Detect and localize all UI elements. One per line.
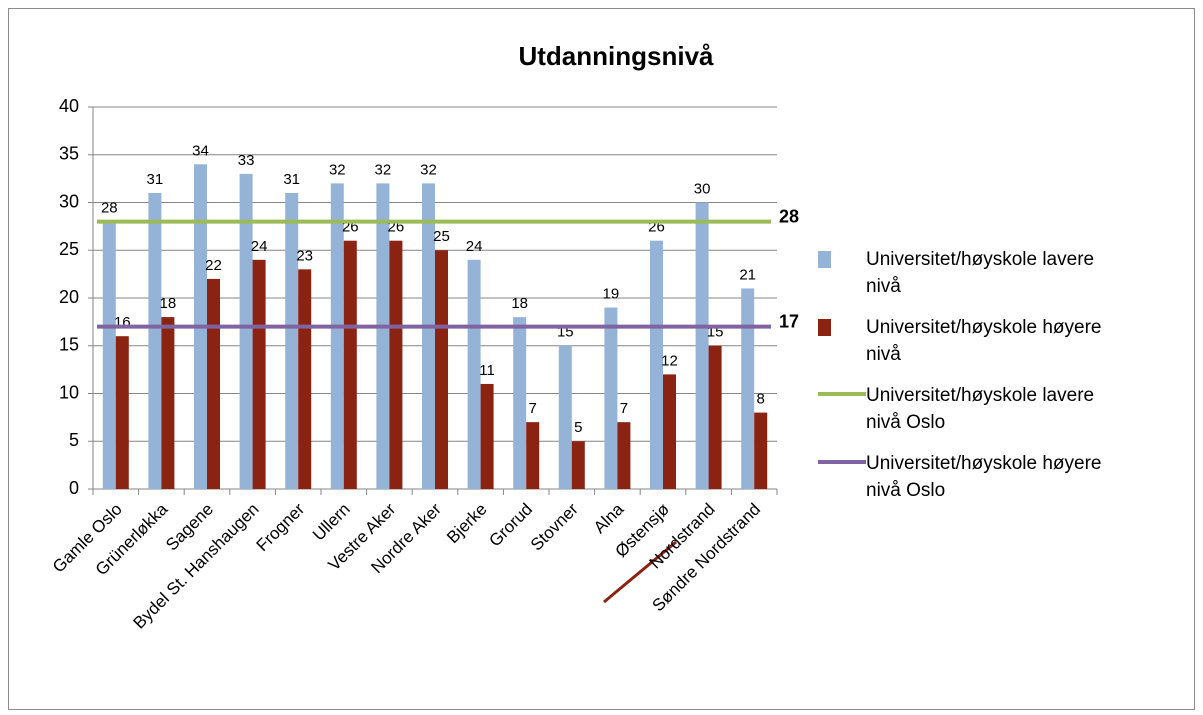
bar xyxy=(330,183,344,489)
y-tick-label: 20 xyxy=(59,287,79,307)
reference-label: 28 xyxy=(779,206,799,226)
bar xyxy=(252,259,266,489)
legend-label: Universitet/høyskole lavere nivå xyxy=(866,249,1095,297)
data-label: 31 xyxy=(147,171,164,188)
data-label: 7 xyxy=(620,400,628,417)
y-tick-label: 10 xyxy=(59,382,79,402)
legend-key xyxy=(812,246,866,270)
bar xyxy=(298,269,312,489)
bar xyxy=(754,412,768,489)
legend-label: Universitet/høyskole høyere nivå xyxy=(866,317,1102,365)
data-label: 22 xyxy=(205,257,222,274)
legend-label: Universitet/høyskole lavere nivå Oslo xyxy=(866,385,1095,433)
data-label: 12 xyxy=(661,352,678,369)
data-label: 33 xyxy=(238,152,255,169)
bar xyxy=(161,317,175,489)
bar xyxy=(115,336,129,489)
bar xyxy=(695,202,709,489)
data-label: 24 xyxy=(466,238,483,255)
strike-annotation xyxy=(603,540,677,604)
bar xyxy=(708,345,722,489)
data-label: 18 xyxy=(160,295,177,312)
bar xyxy=(148,192,162,489)
bar xyxy=(526,422,540,489)
bar xyxy=(571,441,585,489)
bar xyxy=(285,192,299,489)
bar xyxy=(663,374,676,489)
bar xyxy=(741,288,755,489)
bar xyxy=(239,173,253,489)
data-label: 32 xyxy=(420,161,437,178)
y-tick-label: 30 xyxy=(59,191,79,211)
bar xyxy=(207,278,220,489)
data-label: 24 xyxy=(251,238,268,255)
data-label: 34 xyxy=(192,142,209,159)
bar xyxy=(604,307,618,489)
bar xyxy=(480,383,494,489)
legend-item: Universitet/høyskole høyere nivå xyxy=(812,314,1152,368)
bar xyxy=(617,422,631,489)
bar xyxy=(513,317,527,489)
data-label: 5 xyxy=(574,419,582,436)
bar xyxy=(467,259,481,489)
chart-title: Utdanningsnivå xyxy=(518,41,714,71)
y-tick-label: 25 xyxy=(59,239,79,259)
bar xyxy=(435,250,448,489)
legend-key xyxy=(812,382,866,406)
data-label: 30 xyxy=(694,180,711,197)
legend-key xyxy=(812,450,866,474)
reference-label: 17 xyxy=(779,311,799,331)
data-label: 18 xyxy=(511,295,528,312)
data-label: 8 xyxy=(757,391,765,408)
y-tick-label: 15 xyxy=(59,335,79,355)
bar xyxy=(558,345,572,489)
data-label: 32 xyxy=(375,161,392,178)
legend-item: Universitet/høyskole lavere nivå xyxy=(812,246,1152,300)
data-label: 31 xyxy=(283,171,300,188)
legend-label: Universitet/høyskole høyere nivå Oslo xyxy=(866,453,1102,501)
legend-key xyxy=(812,314,866,338)
data-label: 11 xyxy=(479,362,495,379)
y-tick-label: 40 xyxy=(59,96,79,116)
bar xyxy=(376,183,390,489)
data-label: 21 xyxy=(739,266,756,283)
bar xyxy=(389,240,403,489)
bar xyxy=(422,183,435,489)
legend-item: Universitet/høyskole lavere nivå Oslo xyxy=(812,382,1152,436)
bar xyxy=(102,221,116,489)
data-label: 23 xyxy=(296,247,313,264)
legend: Universitet/høyskole lavere nivå Universi… xyxy=(812,246,1152,518)
bar xyxy=(650,240,663,489)
y-tick-label: 5 xyxy=(69,430,79,450)
bar xyxy=(343,240,357,489)
y-tick-label: 0 xyxy=(69,478,79,498)
data-label: 7 xyxy=(529,400,537,417)
y-tick-label: 35 xyxy=(59,144,79,164)
data-label: 28 xyxy=(101,200,118,217)
data-label: 19 xyxy=(603,286,620,303)
data-label: 25 xyxy=(433,228,450,245)
legend-item: Universitet/høyskole høyere nivå Oslo xyxy=(812,450,1152,504)
data-label: 32 xyxy=(329,161,346,178)
